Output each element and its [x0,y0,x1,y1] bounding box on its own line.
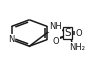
Text: S: S [64,28,71,38]
Text: N: N [8,35,15,44]
Text: O: O [53,37,59,46]
Text: NH₂: NH₂ [69,43,85,52]
Text: NH: NH [49,22,61,31]
Text: O: O [75,29,82,37]
